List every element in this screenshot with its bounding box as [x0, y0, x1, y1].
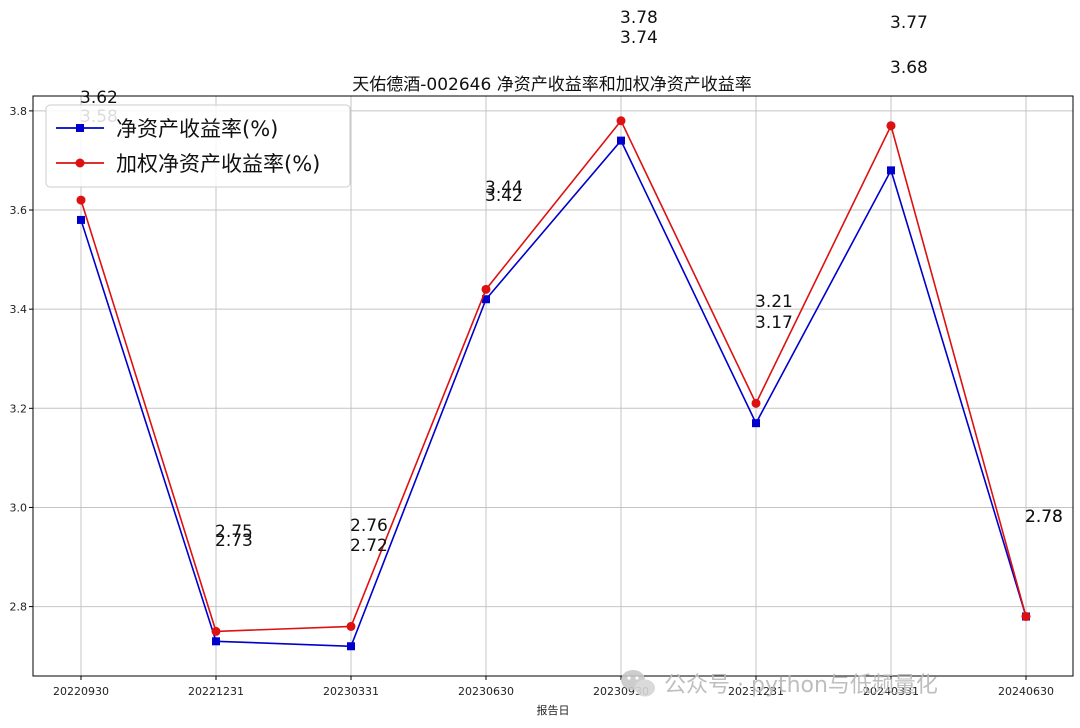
- y-tick-label: 3.6: [10, 204, 28, 217]
- y-tick-label: 3.2: [10, 402, 28, 415]
- y-axis-ticks: 2.8 3.0 3.2 3.4 3.6 3.8: [10, 105, 33, 614]
- data-label-weighted-roe: 3.21: [755, 292, 793, 312]
- plot-frame: [32, 95, 1074, 677]
- legend-swatch-marker-1: [76, 124, 84, 132]
- x-tick-label: 20230331: [323, 685, 379, 698]
- data-label-weighted-roe: 3.77: [890, 13, 928, 33]
- data-labels-layer: 3.623.582.752.732.762.723.443.423.783.74…: [80, 8, 1063, 556]
- data-label-roe: 2.72: [350, 536, 388, 556]
- data-label-roe: 3.68: [890, 58, 928, 78]
- data-label-weighted-roe: 2.78: [1025, 507, 1063, 527]
- y-tick-label: 3.8: [10, 105, 28, 118]
- data-label-weighted-roe: 2.75: [215, 522, 253, 542]
- x-tick-label: 20221231: [188, 685, 244, 698]
- series-1-marker: [752, 419, 760, 428]
- legend-box: [45, 104, 351, 188]
- series-line-2: [80, 119, 1027, 633]
- data-label-roe: 2.73: [215, 531, 253, 551]
- series-1-marker: [482, 295, 490, 304]
- data-label-weighted-roe: 3.62: [80, 88, 118, 108]
- data-label-roe: 3.74: [620, 28, 658, 48]
- series-2-marker: [751, 398, 761, 408]
- legend-label-1: 净资产收益率(%): [116, 117, 278, 141]
- data-label-weighted-roe: 3.78: [620, 8, 658, 28]
- series-2-marker: [481, 284, 491, 294]
- series-layer: [76, 116, 1031, 651]
- series-1-marker: [617, 136, 625, 145]
- x-tick-label: 20230630: [458, 685, 514, 698]
- series-2-marker: [346, 621, 356, 631]
- chart-title: 天佑德酒-002646 净资产收益率和加权净资产收益率: [352, 75, 751, 95]
- watermark: 公众号 · python与低频量化: [621, 670, 938, 698]
- y-tick-label: 3.0: [10, 501, 28, 514]
- data-label-roe: 2.78: [1025, 507, 1063, 527]
- x-tick-label: 20240331: [863, 685, 919, 698]
- series-1-marker: [347, 642, 355, 651]
- y-tick-label: 2.8: [10, 601, 28, 614]
- legend-label-2: 加权净资产收益率(%): [116, 152, 320, 176]
- grid-layer: [33, 96, 1073, 676]
- x-tick-label: 20220930: [53, 685, 109, 698]
- data-label-weighted-roe: 3.44: [485, 178, 523, 198]
- wechat-icon: [621, 670, 655, 697]
- series-2-marker: [1021, 612, 1031, 622]
- legend: 净资产收益率(%) 加权净资产收益率(%): [45, 104, 351, 188]
- legend-swatch-marker-2: [75, 158, 85, 168]
- series-1-marker: [77, 215, 85, 224]
- series-1-marker: [212, 637, 220, 646]
- series-2-marker: [211, 626, 221, 636]
- x-tick-label: 20231231: [728, 685, 784, 698]
- data-label-roe: 3.17: [755, 313, 793, 333]
- series-2-marker: [886, 121, 896, 131]
- data-label-roe: 3.42: [485, 186, 523, 206]
- series-line-1: [80, 139, 1027, 648]
- x-axis-ticks: 20220930 20221231 20230331 20230630 20230930…: [53, 676, 1054, 698]
- series-1-marker: [887, 166, 895, 175]
- y-tick-label: 3.4: [10, 303, 28, 316]
- watermark-text: 公众号 · python与低频量化: [664, 673, 938, 698]
- x-axis-label: 报告日: [537, 703, 570, 717]
- data-label-weighted-roe: 2.76: [350, 516, 388, 536]
- x-tick-label: 20240630: [998, 685, 1054, 698]
- series-2-marker: [76, 195, 86, 205]
- series-2-marker: [616, 116, 626, 126]
